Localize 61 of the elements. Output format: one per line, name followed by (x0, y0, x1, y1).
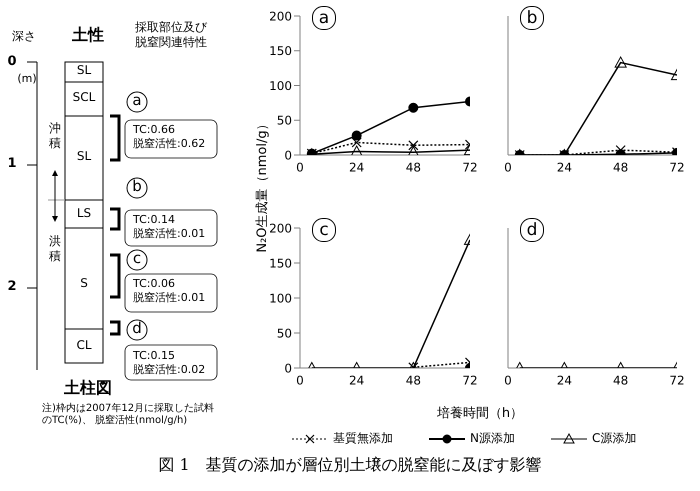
x-tick-label: 24 (349, 374, 364, 388)
y-tick-label: 200 (269, 221, 292, 236)
annotation: d (520, 218, 544, 242)
text: 注)枠内は2007年12月に採取した試料のTC(%)、 脱窒活性(nmol/g/h) (42, 402, 216, 426)
x-tick-label: 72 (669, 374, 685, 388)
annotation: b (520, 6, 544, 30)
x-tick-label: 24 (556, 160, 572, 175)
text: TC:0.15 脱窒活性:0.02 (133, 349, 206, 376)
text: 図 1 基質の添加が層位別土壌の脱窒能に及ぼす影響 (157, 455, 543, 476)
x-tick-label: 48 (613, 160, 628, 175)
text: c (132, 249, 142, 268)
x-tick-label: 0 (504, 374, 512, 388)
text: 1 (7, 156, 17, 172)
x-tick-label: 48 (613, 374, 628, 388)
y-tick-label: 200 (269, 9, 292, 24)
y-tick-label: 50 (276, 326, 292, 340)
x-axis-title: 培養時間（h） (436, 405, 524, 422)
x-tick-label: 72 (462, 160, 478, 175)
text: TC:0.66 脱窒活性:0.62 (133, 123, 206, 150)
x-tick-label: 0 (296, 374, 304, 388)
y-tick-label: 150 (269, 256, 292, 270)
y-tick-label: 50 (276, 114, 292, 128)
text: 土柱図 (64, 378, 112, 398)
x-tick-label: 0 (296, 160, 304, 175)
text: 土性 (72, 25, 104, 44)
x-tick-label: 72 (669, 160, 685, 175)
y-tick-label: 0 (284, 361, 292, 376)
y-axis-title: N₂O生成量（nmol/g） (254, 117, 270, 253)
legend-label: N源添加 (470, 430, 515, 447)
y-tick-label: 0 (284, 148, 292, 162)
text: b (132, 177, 142, 196)
text: TC:0.14 脱窒活性:0.01 (133, 213, 206, 240)
annotation: a (312, 6, 336, 30)
text: 深さ (12, 29, 36, 44)
legend-label: 基質無添加 (333, 430, 393, 447)
text: S (80, 276, 88, 291)
legend-label: C源添加 (592, 430, 636, 447)
x-tick-label: 0 (504, 160, 512, 175)
text: d (132, 319, 142, 338)
x-tick-label: 24 (556, 374, 572, 388)
text: 沖積 (49, 121, 62, 150)
annotation: c (312, 218, 336, 242)
text: 洪積 (49, 234, 62, 264)
text: SL (76, 149, 92, 164)
text: TC:0.06 脱窒活性:0.01 (133, 277, 206, 304)
text: a (132, 91, 142, 110)
x-tick-label: 48 (406, 374, 421, 388)
x-tick-label: 24 (349, 160, 364, 175)
text: 0 (7, 54, 17, 70)
x-tick-label: 72 (462, 374, 478, 388)
y-tick-label: 150 (269, 44, 292, 58)
y-tick-label: 100 (269, 78, 292, 93)
text: (m) (17, 72, 37, 86)
text: CL (76, 338, 92, 353)
text: LS (76, 206, 92, 221)
text: 2 (7, 279, 17, 295)
x-tick-label: 48 (406, 160, 421, 175)
text: SL (76, 63, 92, 78)
text: SCL (72, 90, 96, 105)
text: 採取部位及び脱窒関連特性 (135, 20, 208, 50)
y-tick-label: 100 (269, 291, 292, 306)
